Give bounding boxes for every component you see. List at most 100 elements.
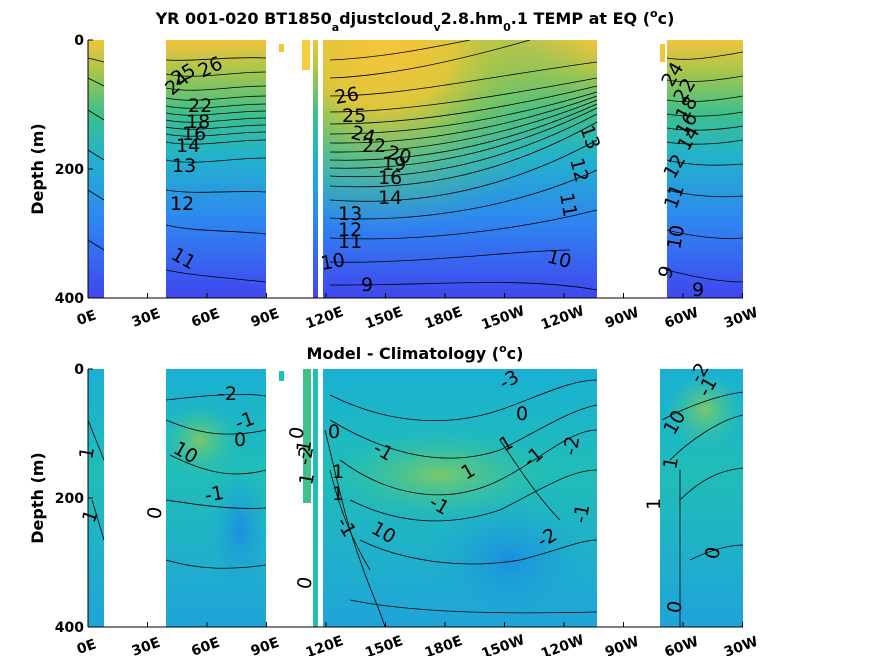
bottom-x-tick-label: 120W	[539, 632, 586, 656]
bottom-x-tick-label: 30W	[722, 634, 760, 656]
top-island-1	[279, 44, 284, 52]
bottom-contour-label: -2	[293, 444, 318, 466]
bottom-contour-label: 0	[234, 429, 246, 451]
top-contour-label: 12	[338, 219, 362, 241]
bottom-contour-label: 1	[332, 461, 344, 483]
top-contour-label: 25	[342, 105, 366, 127]
top-panel-title: YR 001-020 BT1850adjustcloudv2.8.hm0.1 T…	[155, 7, 675, 34]
top-panel: YR 001-020 BT1850adjustcloudv2.8.hm0.1 T…	[28, 7, 760, 333]
top-contour-label: 14	[176, 135, 200, 157]
top-x-tick-label: 150E	[363, 304, 405, 332]
bottom-basin-indian-west	[88, 369, 104, 627]
top-basin-strait	[313, 40, 318, 298]
bottom-island-2	[303, 369, 311, 503]
bottom-field	[88, 369, 743, 628]
bottom-contour-label: 1	[659, 455, 683, 471]
top-x-tick-label: 30W	[722, 305, 760, 332]
top-isotherms	[88, 40, 743, 291]
top-title-part-2: djustcloud	[339, 9, 433, 28]
top-contour-label: 12	[170, 193, 194, 215]
top-x-ticks: 0E 30E 60E 90E 120E 150E 180E 150W 120W 90W 60W 30W	[75, 293, 760, 333]
top-contour-label: 10	[663, 223, 689, 251]
top-x-tick-label: 60W	[662, 305, 700, 332]
top-contour-label: 13	[338, 203, 362, 225]
top-title-sub-0: 0	[503, 21, 511, 34]
top-x-tick-label: 90W	[603, 305, 641, 332]
top-y-tick-200: 200	[55, 162, 84, 178]
top-contour-label: 22	[362, 135, 386, 157]
bottom-warm-anomaly	[330, 429, 550, 521]
bottom-contour-label: 1	[332, 483, 344, 505]
bottom-contour-label: 0	[701, 545, 725, 561]
top-field	[88, 40, 743, 298]
bottom-title-part-1: Model - Climatology (	[307, 344, 500, 363]
top-title-part-1: YR 001-020 BT1850	[155, 9, 332, 28]
top-basin-atlantic	[667, 40, 743, 298]
bottom-contour-label: -1	[569, 502, 594, 524]
top-contour-label: 9	[361, 274, 373, 296]
bottom-y-tick-200: 200	[55, 491, 84, 507]
top-contour-label: 10	[319, 249, 347, 275]
bottom-y-axis-label: Depth (m)	[28, 452, 47, 544]
top-x-tick-label: 60E	[189, 306, 222, 331]
bottom-panel-title: Model - Climatology (oc)	[307, 342, 524, 363]
top-contour-label: 16	[182, 123, 206, 145]
top-contour-label: 16	[378, 167, 402, 189]
bottom-contour-label: -1	[203, 482, 225, 507]
top-title-sup-o: o	[650, 7, 658, 20]
top-title-part-4: .1 TEMP at EQ (	[511, 9, 650, 28]
bottom-x-tick-label: 90E	[249, 635, 282, 656]
top-x-tick-label: 150W	[479, 303, 526, 333]
bottom-x-tick-label: 180E	[423, 633, 465, 656]
bottom-title-sup-o: o	[499, 342, 507, 355]
bottom-contour-label: 0	[143, 505, 167, 521]
bottom-contour-label: 0	[285, 425, 309, 441]
top-axes: 0 200 400 Depth (m)	[28, 33, 743, 307]
bottom-contour-label: -2	[218, 383, 237, 405]
top-contour-label: 9	[692, 279, 704, 301]
bottom-island-1	[279, 371, 284, 381]
top-contour-label: 18	[186, 111, 210, 133]
bottom-x-tick-label: 30E	[130, 635, 163, 656]
bottom-x-tick-label: 0E	[75, 636, 99, 656]
bottom-cool-anomaly-1	[430, 500, 590, 620]
top-contour-label: 26	[333, 83, 361, 109]
top-basin-indian	[166, 40, 266, 298]
bottom-warm-anomaly-atlantic	[665, 370, 743, 450]
bottom-x-tick-label: 120E	[304, 633, 346, 656]
top-title-part-5: c)	[658, 9, 675, 28]
bottom-contour-label: 0	[328, 421, 340, 443]
top-x-tick-label: 120E	[304, 304, 346, 332]
top-contour-label: 22	[188, 95, 212, 117]
bottom-axes: 0 200 400 Depth (m)	[28, 362, 743, 636]
bottom-contour-label: 0	[293, 575, 317, 591]
bottom-warm-anomaly-indian	[160, 402, 240, 478]
bottom-panel: Model - Climatology (oc)	[28, 342, 760, 656]
top-title-part-3: 2.8.hm	[441, 9, 503, 28]
top-y-tick-400: 400	[55, 291, 84, 307]
bottom-x-tick-label: 60W	[662, 634, 700, 656]
bottom-x-tick-label: 90W	[603, 634, 641, 656]
bottom-contours	[88, 379, 743, 628]
top-title-sub-a: a	[332, 21, 339, 34]
bottom-contour-label: 1	[75, 445, 99, 461]
bottom-contour-label: 1	[643, 498, 665, 510]
top-island-3	[660, 44, 665, 62]
top-island-2	[302, 40, 310, 70]
bottom-y-tick-400: 400	[55, 620, 84, 636]
top-y-axis-label: Depth (m)	[28, 123, 47, 215]
top-contour-labels: 26 25 24 22 18 16 14 13 12 11 26 25 24 2…	[161, 52, 704, 301]
bottom-contour-label: 0	[516, 403, 528, 425]
bottom-x-tick-label: 150E	[363, 633, 405, 656]
top-contour-label: 19	[382, 153, 406, 175]
bottom-basin-strait	[313, 369, 318, 627]
top-contour-label: 14	[378, 187, 402, 209]
bottom-contour-label: -2	[559, 434, 584, 456]
top-title-sub-v: v	[433, 21, 441, 34]
top-x-tick-label: 0E	[75, 307, 99, 329]
bottom-x-tick-label: 60E	[189, 635, 222, 656]
bottom-cool-anomaly-2	[210, 470, 270, 590]
bottom-contour-label: 1	[295, 471, 319, 487]
bottom-title-part-2: c)	[507, 344, 524, 363]
